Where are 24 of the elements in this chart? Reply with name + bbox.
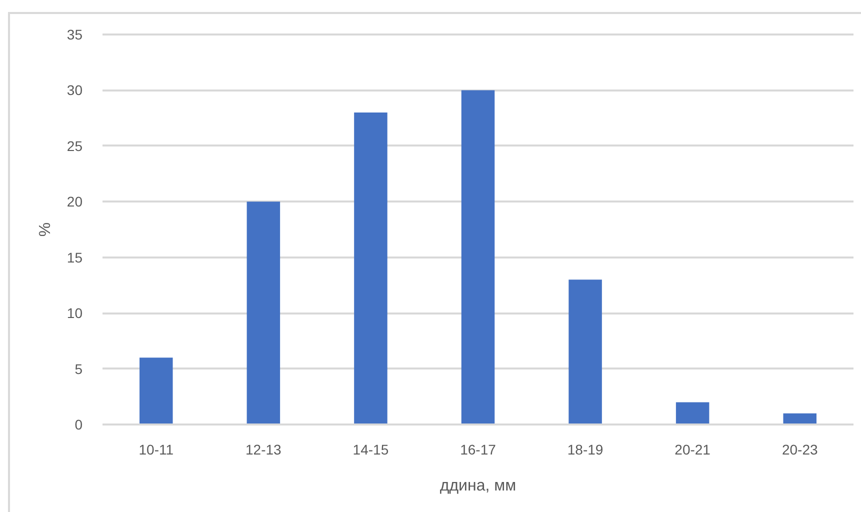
x-tick-label: 10-11	[138, 442, 174, 458]
bar	[140, 358, 173, 424]
y-tick-label: 0	[74, 416, 83, 432]
y-tick-label: 25	[66, 138, 83, 154]
y-tick-label: 35	[66, 26, 83, 42]
x-tick-label: 16-17	[460, 442, 496, 458]
bar	[461, 90, 495, 424]
x-tick-label: 20-21	[674, 442, 711, 458]
x-tick-label: 14-15	[352, 442, 389, 458]
y-tick-label: 10	[66, 305, 83, 322]
bar	[354, 112, 388, 424]
y-tick-label: 20	[66, 194, 83, 210]
bar	[783, 413, 816, 424]
y-tick-label: 15	[66, 249, 83, 266]
y-tick-label: 30	[66, 82, 83, 98]
x-tick-label: 20-23	[782, 442, 818, 458]
y-axis-title: %	[36, 222, 54, 237]
y-tick-label: 5	[74, 360, 83, 377]
bar	[568, 280, 602, 424]
bar	[246, 202, 280, 424]
bar	[676, 402, 710, 424]
x-tick-label: 18-19	[567, 442, 604, 458]
x-tick-label: 12-13	[246, 442, 282, 458]
x-axis-title: ддина, мм	[440, 478, 516, 494]
